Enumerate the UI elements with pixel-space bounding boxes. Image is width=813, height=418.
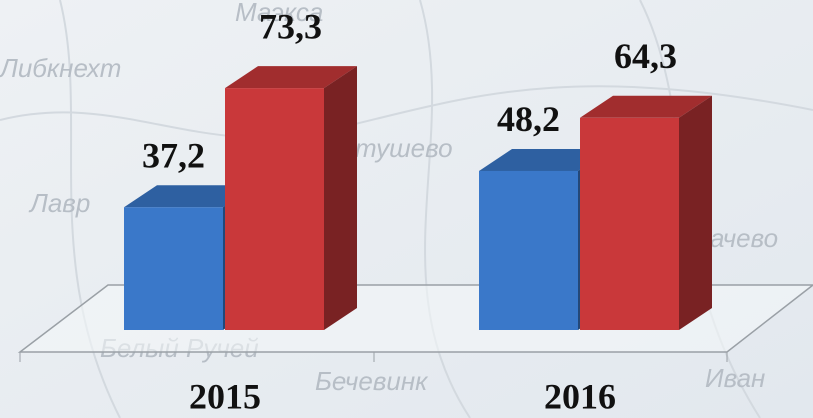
data-label: 64,3 bbox=[614, 36, 677, 76]
map-label: Бечевинк bbox=[315, 366, 429, 396]
data-label: 37,2 bbox=[142, 136, 205, 176]
map-label: Лавр bbox=[28, 188, 90, 218]
map-label: Иван bbox=[705, 363, 765, 393]
map-label: Маэкса bbox=[235, 0, 323, 27]
bar-top bbox=[580, 95, 712, 118]
bar-side bbox=[324, 66, 357, 331]
bar-front bbox=[124, 207, 223, 330]
map-label: Либкнехт bbox=[0, 53, 121, 83]
map-label: тушево bbox=[355, 133, 453, 163]
bar-top bbox=[479, 148, 611, 171]
x-tick-label: 2016 bbox=[544, 376, 616, 416]
data-label: 48,2 bbox=[497, 99, 560, 139]
bar-top bbox=[225, 66, 357, 89]
x-tick-label: 2015 bbox=[189, 376, 261, 416]
bar-front bbox=[580, 117, 679, 330]
map-label: ачево bbox=[710, 223, 778, 253]
bar-top bbox=[124, 185, 256, 208]
bar bbox=[580, 95, 712, 330]
bar bbox=[225, 66, 357, 331]
bar-side bbox=[679, 95, 712, 330]
bar-front bbox=[225, 88, 324, 330]
bar-front bbox=[479, 170, 578, 330]
data-label: 73,3 bbox=[259, 6, 322, 46]
